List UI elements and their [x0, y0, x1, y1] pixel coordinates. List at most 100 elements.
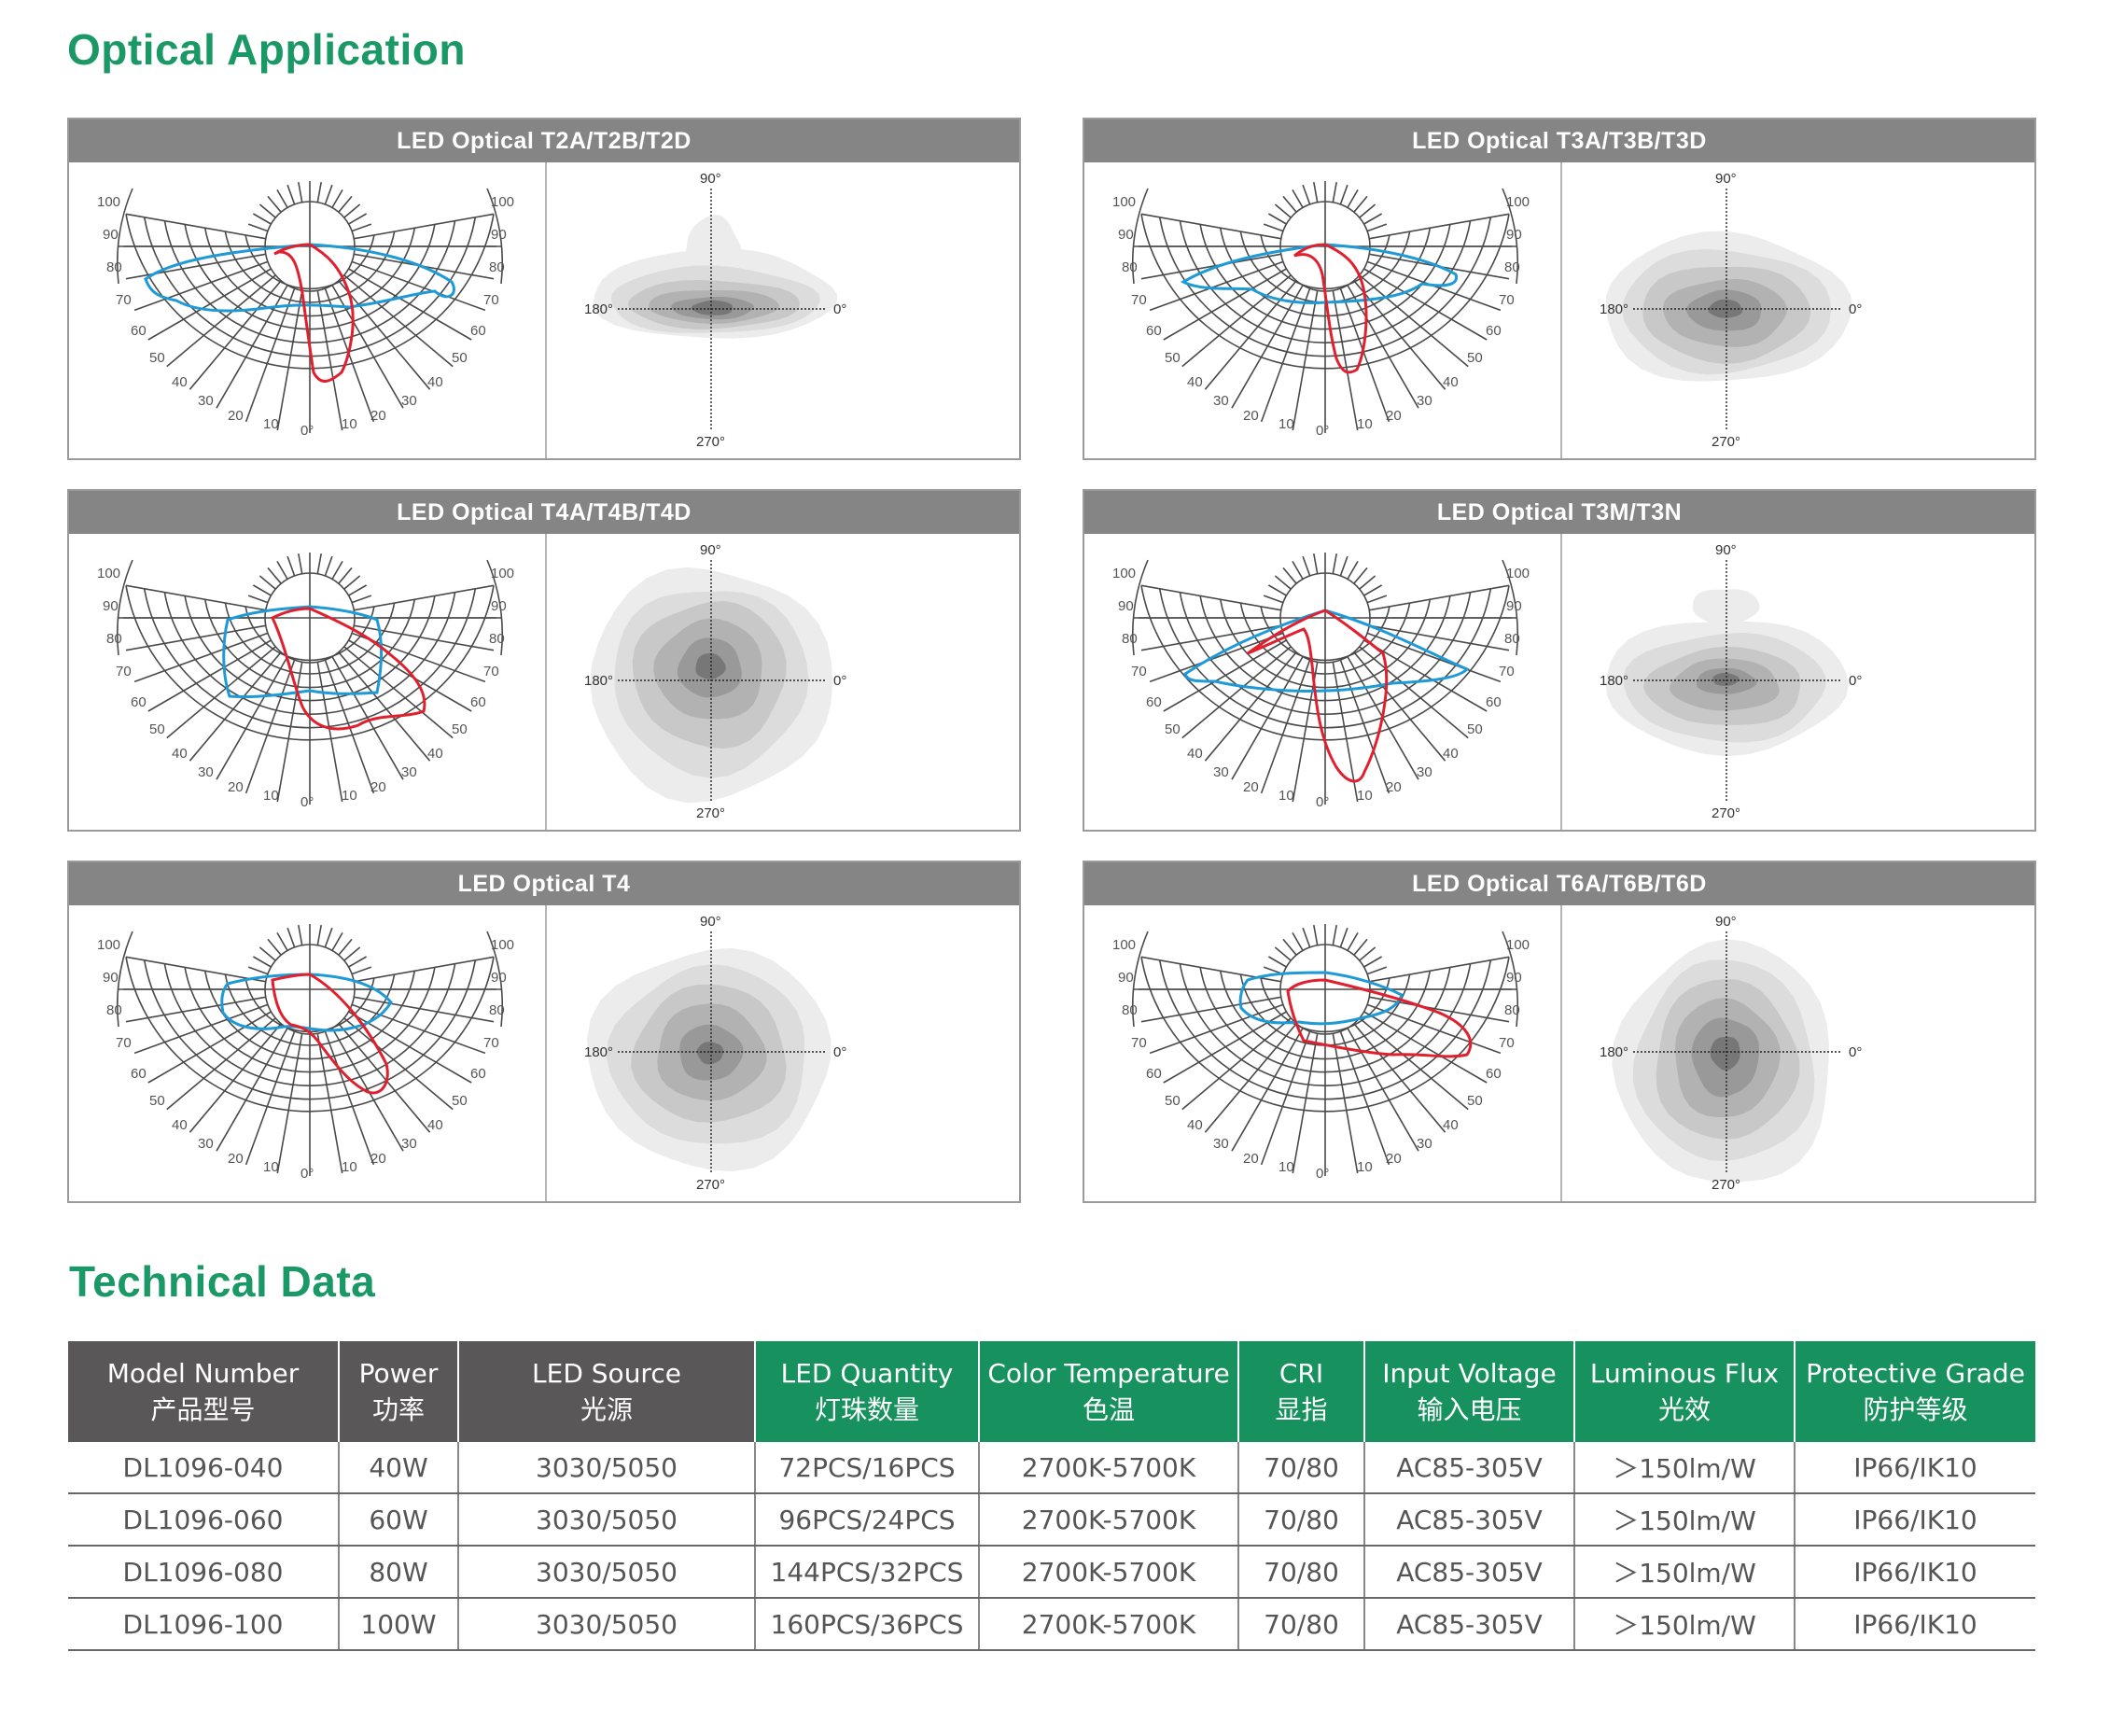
- polar-spoke: [1260, 1030, 1311, 1166]
- polar-label-left: 50: [1165, 1093, 1181, 1109]
- polar-tick: [247, 595, 269, 604]
- polar-spoke: [147, 268, 272, 341]
- column-header-en: Model Number: [106, 1358, 300, 1389]
- polar-spoke: [338, 1023, 431, 1133]
- isolux-label-top: 90°: [1715, 171, 1737, 187]
- polar-spoke: [1359, 646, 1469, 739]
- column-header-cn: 防护等级: [1863, 1394, 1968, 1425]
- polar-label-right: 10: [1357, 416, 1373, 432]
- polar-spoke: [348, 268, 472, 341]
- polar-spoke: [125, 584, 266, 611]
- polar-tick: [1347, 931, 1359, 951]
- polar-spoke: [1366, 1003, 1502, 1055]
- polar-label-left: 100: [1112, 194, 1136, 210]
- column-header-en: Protective Grade: [1806, 1358, 2025, 1389]
- polar-tick: [1347, 560, 1359, 580]
- polar-spoke: [245, 659, 296, 794]
- table-row: DL1096-040 40W 3030/5050 72PCS/16PCS 2700K-5…: [68, 1442, 2035, 1494]
- polar-tick: [1263, 595, 1284, 604]
- polar-spoke: [351, 1003, 486, 1055]
- polar-tick: [1274, 946, 1292, 961]
- polar-tick: [316, 553, 322, 574]
- polar-label-left: 20: [1243, 1151, 1259, 1167]
- polar-spoke: [1140, 213, 1281, 240]
- panel-divider: [545, 905, 547, 1201]
- polar-curve-chart: 1009080706050403020101009080706050403020…: [1112, 553, 1530, 810]
- table-cell: 60W: [339, 1493, 459, 1547]
- polar-label-left: 70: [116, 1035, 132, 1051]
- column-header-en: Input Voltage: [1382, 1358, 1557, 1389]
- polar-spoke: [125, 956, 266, 983]
- polar-spoke: [1339, 1030, 1390, 1166]
- polar-label-right: 90: [1506, 598, 1522, 614]
- polar-spoke: [1363, 639, 1488, 712]
- polar-label-zero: 0°: [300, 423, 314, 439]
- polar-tick: [1313, 553, 1319, 574]
- polar-tick: [343, 575, 361, 590]
- polar-tick: [1332, 181, 1337, 203]
- column-header: Protective Grade 防护等级: [1795, 1341, 2035, 1442]
- column-header: Color Temperature 色温: [979, 1341, 1239, 1442]
- polar-label-right: 50: [452, 350, 468, 366]
- polar-tick: [1366, 966, 1388, 975]
- polar-spoke: [125, 624, 266, 651]
- isolux-label-right: 0°: [833, 301, 846, 317]
- polar-label-right: 10: [342, 416, 357, 432]
- column-header: LED Source 光源: [458, 1341, 756, 1442]
- isolux-label-right: 0°: [1849, 301, 1862, 317]
- isolux-contour: [1708, 299, 1742, 318]
- polar-spoke: [125, 253, 266, 280]
- polar-label-right: 40: [427, 374, 443, 390]
- table-cell: DL1096-060: [68, 1493, 340, 1547]
- polar-grid: [117, 924, 503, 1176]
- polar-label-right: 60: [470, 323, 486, 339]
- red-intensity-curve: [273, 243, 355, 383]
- polar-spoke: [125, 213, 266, 240]
- polar-spoke: [1204, 651, 1297, 762]
- polar-spoke: [354, 213, 495, 240]
- isolux-label-bottom: 270°: [696, 805, 725, 821]
- polar-spoke: [1369, 584, 1510, 611]
- polar-label-right: 70: [1499, 664, 1515, 679]
- polar-tick: [331, 189, 343, 208]
- polar-spoke: [1181, 646, 1292, 739]
- polar-label-right: 20: [370, 1151, 386, 1167]
- polar-spoke: [1149, 1003, 1284, 1055]
- polar-tick: [1313, 181, 1319, 203]
- polar-labels: 1009080706050403020101009080706050403020…: [1112, 194, 1530, 439]
- polar-spoke: [1149, 632, 1284, 683]
- technical-data-title: Technical Data: [69, 1257, 376, 1306]
- table-cell: IP66/IK10: [1795, 1493, 2035, 1547]
- polar-spoke: [133, 260, 269, 312]
- table-cell: 3030/5050: [458, 1546, 756, 1599]
- isolux-labels: 90° 180° 0° 270°: [584, 914, 846, 1193]
- isolux-label-right: 0°: [1849, 1044, 1862, 1060]
- polar-label-left: 100: [1112, 937, 1136, 953]
- polar-tick: [1363, 584, 1383, 596]
- polar-tick: [1302, 927, 1311, 948]
- polar-label-left: 80: [106, 1002, 122, 1018]
- optical-panel: LED Optical T3A/T3B/T3D 100 90 80 70 60 50 40 30…: [1083, 118, 2036, 460]
- polar-tick: [1274, 575, 1292, 590]
- polar-spoke: [1359, 274, 1469, 368]
- polar-label-left: 100: [97, 937, 120, 953]
- isolux-diagram: 90° 180° 0° 270°: [584, 914, 846, 1193]
- polar-label-left: 30: [198, 1136, 214, 1152]
- isolux-contours: [1605, 589, 1849, 757]
- polar-spoke: [354, 584, 495, 611]
- table-cell: 70/80: [1238, 1546, 1365, 1599]
- polar-label-zero: 0°: [1316, 794, 1329, 810]
- polar-label-left: 80: [1122, 259, 1138, 275]
- isolux-axes: [1633, 560, 1842, 801]
- polar-label-right: 40: [1443, 1117, 1459, 1133]
- polar-tick: [267, 567, 282, 584]
- polar-label-left: 60: [131, 694, 147, 710]
- optical-application-title: Optical Application: [67, 25, 466, 74]
- table-cell: AC85-305V: [1364, 1546, 1575, 1599]
- polar-label-left: 70: [116, 292, 132, 308]
- polar-label-right: 100: [1506, 937, 1530, 953]
- isolux-contours: [593, 215, 838, 339]
- table-cell: 70/80: [1238, 1598, 1365, 1651]
- polar-spoke: [1353, 1023, 1446, 1133]
- table-body: DL1096-040 40W 3030/5050 72PCS/16PCS 2700K-5…: [68, 1442, 2035, 1651]
